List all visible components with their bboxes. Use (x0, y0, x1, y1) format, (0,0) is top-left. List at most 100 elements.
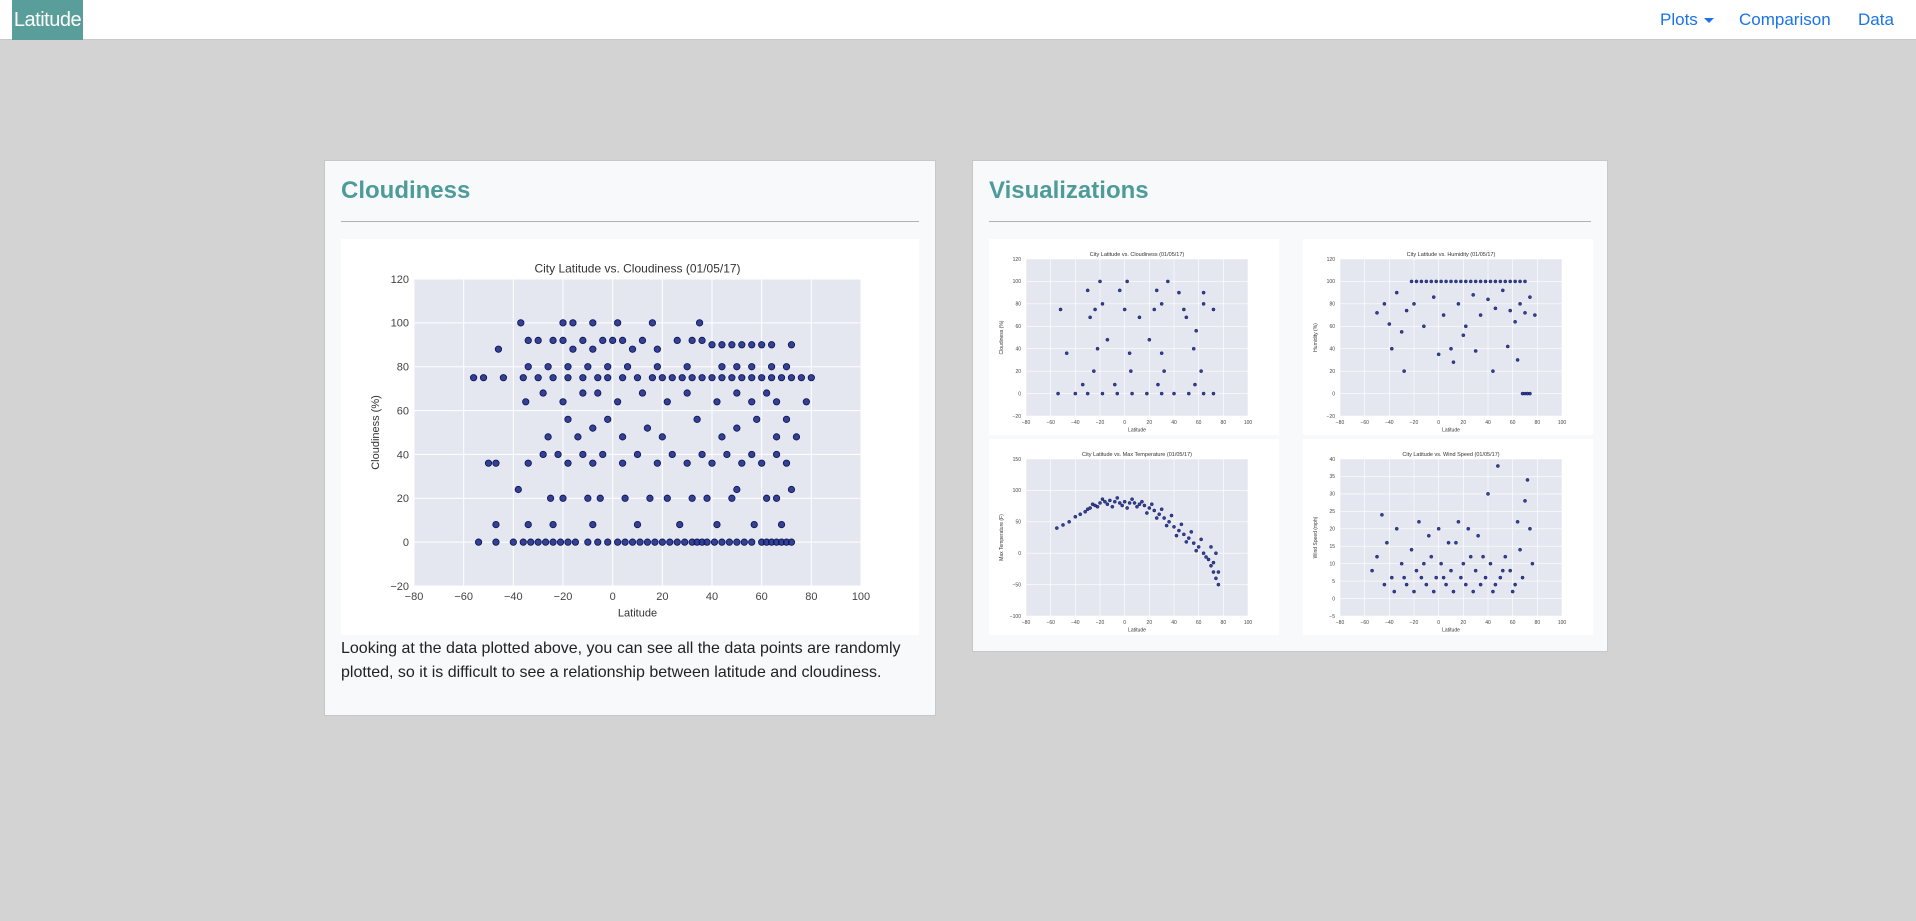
data-point (1105, 337, 1110, 342)
data-point (1370, 568, 1374, 573)
data-point (589, 520, 597, 529)
data-point (1201, 391, 1206, 396)
data-point (698, 336, 706, 345)
data-point (678, 374, 686, 382)
y-tick-label: 0 (1332, 596, 1335, 602)
data-point (676, 520, 684, 529)
data-point (1488, 279, 1493, 284)
data-point (1120, 503, 1124, 508)
chart-title: City Latitude vs. Cloudiness (01/05/17) (1090, 252, 1185, 258)
data-point (621, 494, 629, 502)
data-point (1503, 554, 1508, 559)
data-point (1414, 568, 1419, 573)
data-point (1518, 279, 1522, 284)
data-point (614, 398, 622, 406)
data-point (643, 538, 652, 546)
y-tick-label: 80 (397, 362, 409, 374)
thumb-wind-speed[interactable]: −80 −60 −40 −20 0 20 40 60 80 100 −5 0 5 10 15 20 25 30 35… (1303, 439, 1593, 635)
data-point (1145, 391, 1149, 396)
y-tick-label: −5 (1329, 614, 1335, 620)
thumb-humidity[interactable]: −80 −60 −40 −20 0 20 40 60 80 100 −20 0 20 40 60 80 100 1… (1303, 239, 1593, 435)
data-point (1211, 391, 1216, 396)
data-point (1154, 516, 1159, 520)
data-point (1209, 545, 1213, 549)
data-point (772, 494, 781, 502)
data-point (599, 336, 607, 345)
data-point (763, 389, 771, 397)
data-point (1533, 313, 1537, 317)
data-point (1439, 561, 1443, 566)
cloudiness-panel: Cloudiness −80 −60 −40 −20 0 20 40 60 80 100 −20 0 2… (324, 160, 936, 716)
data-point (559, 494, 567, 502)
nav-plots-dropdown[interactable]: Plots (1660, 0, 1714, 40)
data-point (1108, 498, 1112, 503)
data-point (519, 374, 527, 382)
data-point (748, 450, 756, 459)
thumb-max-temperature[interactable]: −80 −60 −40 −20 0 20 40 60 80 100 −100 −50 0 50 100 150… (989, 439, 1279, 635)
y-tick-label: 40 (397, 449, 409, 461)
data-point (1493, 306, 1498, 311)
data-point (569, 345, 577, 353)
data-point (549, 336, 557, 345)
data-point (527, 538, 535, 546)
thumb-cloudiness[interactable]: −80 −60 −40 −20 0 20 40 60 80 100 −20 0 20 40 60 80 100 1… (989, 239, 1279, 435)
x-tick-label: 100 (1244, 420, 1253, 426)
nav-data-link[interactable]: Data (1858, 10, 1894, 29)
brand-logo[interactable]: Latitude (12, 0, 83, 40)
data-point (1127, 501, 1132, 505)
data-point (1090, 502, 1095, 507)
data-point (1201, 302, 1206, 306)
data-point (1147, 337, 1152, 342)
nav-comparison-link[interactable]: Comparison (1739, 10, 1831, 29)
data-point (1409, 547, 1414, 552)
data-point (569, 319, 577, 327)
data-point (519, 538, 527, 546)
data-point (1088, 315, 1092, 320)
data-point (1510, 589, 1515, 594)
data-point (589, 459, 597, 467)
data-point (1100, 497, 1105, 501)
data-point (1159, 391, 1164, 396)
data-point (1483, 575, 1488, 580)
data-point (767, 341, 776, 349)
data-point (1528, 391, 1532, 396)
y-tick-label: 100 (391, 318, 409, 330)
data-point (1152, 307, 1157, 312)
data-point (772, 398, 781, 406)
data-point (688, 494, 696, 502)
data-point (549, 520, 557, 529)
data-point (725, 538, 733, 546)
data-point (703, 494, 711, 502)
data-point (524, 363, 532, 371)
data-point (1056, 391, 1060, 396)
data-point (509, 538, 517, 546)
chart-title: City Latitude vs. Wind Speed (01/05/17) (1402, 452, 1499, 458)
data-point (1394, 526, 1399, 531)
chart-title: City Latitude vs. Cloudiness (01/05/17) (534, 261, 740, 275)
data-point (618, 336, 627, 345)
x-tick-label: 0 (1123, 420, 1126, 426)
data-point (492, 538, 500, 546)
data-point (708, 459, 716, 467)
data-point (499, 374, 507, 382)
x-tick-label: −60 (1046, 420, 1055, 426)
data-point (787, 374, 796, 382)
x-tick-label: −40 (504, 591, 523, 603)
data-point (1132, 501, 1137, 505)
data-point (584, 363, 592, 371)
data-point (1078, 512, 1083, 517)
x-tick-label: 20 (1461, 420, 1467, 426)
data-point (1085, 288, 1090, 293)
data-point (787, 485, 796, 494)
x-tick-label: 60 (1196, 620, 1202, 626)
data-point (688, 374, 696, 382)
x-tick-label: −40 (1071, 620, 1080, 626)
data-point (556, 538, 565, 546)
x-tick-label: −80 (1022, 420, 1031, 426)
data-point (1184, 540, 1189, 544)
data-point (767, 374, 776, 382)
x-tick-label: 60 (1196, 420, 1202, 426)
data-point (1444, 279, 1448, 284)
y-tick-label: 80 (1015, 302, 1021, 308)
y-tick-label: 100 (1327, 279, 1336, 285)
